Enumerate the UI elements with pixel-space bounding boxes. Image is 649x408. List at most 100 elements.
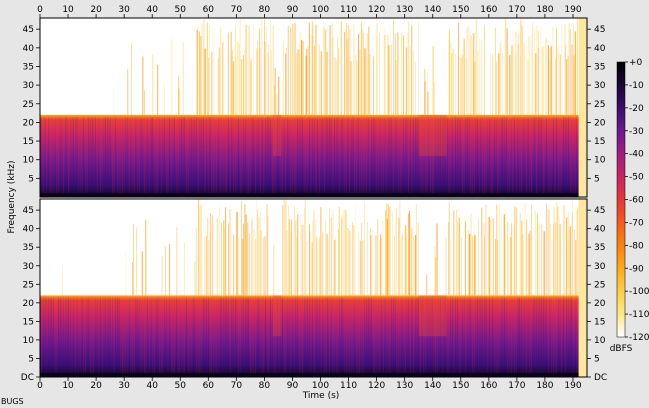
y-tick-label-left: 40: [23, 225, 35, 235]
x-tick-label-bottom: 60: [203, 381, 215, 391]
x-tick-label-bottom: 190: [564, 381, 581, 391]
y-tick-label-right: 45: [594, 206, 605, 216]
colorbar-tick-label: -80: [629, 241, 644, 251]
y-tick-label-right: 10: [594, 336, 606, 346]
x-axis-bottom: 0 10 20 30 40 50 60 70 80 90 100 110 120 130 140 150 160…: [37, 377, 582, 391]
x-tick-label-top: 70: [231, 5, 243, 15]
x-tick-label-bottom: 100: [312, 381, 329, 391]
y-tick-label-right: DC: [594, 373, 607, 383]
y-tick-label-right: 45: [594, 25, 605, 35]
y-axis-title: Frequency (kHz): [7, 160, 17, 233]
y-tick-label-right: 15: [594, 137, 605, 147]
y-tick-label-left: 5: [28, 354, 34, 364]
y-tick-label-left: 35: [23, 243, 34, 253]
x-tick-label-bottom: 80: [259, 381, 271, 391]
y-tick-label-right: 40: [594, 225, 606, 235]
y-tick-label-left: 15: [23, 137, 34, 147]
x-tick-label-bottom: 140: [424, 381, 441, 391]
x-tick-label-top: 130: [396, 5, 413, 15]
x-tick-label-top: 120: [368, 5, 385, 15]
x-tick-label-bottom: 40: [146, 381, 158, 391]
colorbar-tick-label: -50: [629, 173, 644, 183]
x-tick-label-top: 90: [287, 5, 299, 15]
footer-label: BUGS: [1, 397, 24, 406]
y-tick-label-left: 25: [23, 280, 34, 290]
x-tick-label-bottom: 20: [90, 381, 102, 391]
x-tick-label-top: 30: [118, 5, 130, 15]
x-tick-label-top: 100: [312, 5, 329, 15]
x-axis-title: Time (s): [302, 391, 340, 401]
x-tick-label-bottom: 0: [37, 381, 43, 391]
x-tick-label-bottom: 30: [118, 381, 130, 391]
x-tick-label-bottom: 160: [480, 381, 497, 391]
x-tick-label-bottom: 180: [536, 381, 553, 391]
y-tick-label-right: 35: [594, 62, 605, 72]
y-tick-label-right: 5: [594, 354, 600, 364]
y-tick-label-left: 45: [23, 206, 34, 216]
x-tick-label-top: 10: [62, 5, 74, 15]
colorbar-ticks: +0 -10 -20 -30 -40 -50 -60 -70 -80 -90 -100 -110 -12…: [625, 58, 649, 343]
y-tick-label-right: 25: [594, 280, 605, 290]
x-axis-top: 0 10 20 30 40 50 60 70 80 90 100 110 120 130 140 150 160…: [37, 5, 582, 18]
x-tick-label-bottom: 130: [396, 381, 413, 391]
x-tick-label-top: 40: [146, 5, 158, 15]
y-tick-label-left: 10: [23, 336, 35, 346]
y-tick-label-right: 30: [594, 81, 606, 91]
y-tick-label-left: 30: [23, 262, 35, 272]
x-tick-label-bottom: 50: [175, 381, 187, 391]
x-tick-label-bottom: 70: [231, 381, 243, 391]
x-tick-label-bottom: 10: [62, 381, 74, 391]
x-tick-label-bottom: 110: [340, 381, 357, 391]
y-tick-label-left: 25: [23, 100, 34, 110]
y-tick-label-left: 20: [23, 118, 35, 128]
y-tick-label-left: 5: [28, 174, 34, 184]
colorbar-tick-label: -110: [629, 310, 649, 320]
x-tick-label-top: 180: [536, 5, 553, 15]
y-tick-label-left: 10: [23, 156, 35, 166]
y-tick-label-right: 40: [594, 44, 606, 54]
x-tick-label-bottom: 120: [368, 381, 385, 391]
x-tick-label-top: 170: [508, 5, 525, 15]
colorbar-tick-label: -30: [629, 127, 644, 137]
plot-frame-top: [39, 17, 588, 198]
y-tick-label-left: 30: [23, 81, 35, 91]
y-tick-label-left: 35: [23, 62, 34, 72]
x-tick-label-top: 110: [340, 5, 357, 15]
colorbar-tick-label: -10: [629, 81, 644, 91]
x-tick-label-bottom: 170: [508, 381, 525, 391]
colorbar-tick-label: -70: [629, 218, 644, 228]
x-tick-label-top: 50: [175, 5, 187, 15]
y-tick-label-left: 20: [23, 299, 35, 309]
y-tick-label-left: DC: [21, 373, 34, 383]
colorbar-tick-label: -90: [629, 264, 644, 274]
x-tick-label-top: 160: [480, 5, 497, 15]
y-tick-label-right: 15: [594, 317, 605, 327]
y-tick-label-left: 40: [23, 44, 35, 54]
x-tick-label-top: 0: [37, 5, 43, 15]
x-tick-label-top: 60: [203, 5, 215, 15]
colorbar-tick-label: -60: [629, 196, 644, 206]
x-tick-label-top: 20: [90, 5, 102, 15]
y-tick-label-right: 20: [594, 118, 606, 128]
y-tick-label-left: 15: [23, 317, 34, 327]
spectrogram-channel-2: [40, 199, 587, 377]
spectrogram-channel-1: [40, 18, 587, 197]
plot-frame-bottom: [39, 198, 588, 378]
x-tick-label-bottom: 150: [452, 381, 469, 391]
x-tick-label-top: 140: [424, 5, 441, 15]
x-tick-label-top: 150: [452, 5, 469, 15]
colorbar-tick-label: +0: [629, 58, 643, 68]
colorbar-label: dBFS: [610, 344, 633, 354]
y-axis-ticks: 5 5 10 10 15 15 20 20 25 25 30 30 35 35 40 40 45 45 DC DC 5 5…: [21, 25, 607, 383]
x-tick-label-top: 190: [564, 5, 581, 15]
colorbar-tick-label: -40: [629, 150, 644, 160]
y-tick-label-right: 20: [594, 299, 606, 309]
y-tick-label-right: 35: [594, 243, 605, 253]
colorbar-tick-label: -120: [629, 333, 649, 343]
x-tick-label-bottom: 90: [287, 381, 299, 391]
x-tick-label-top: 80: [259, 5, 271, 15]
y-tick-label-right: 5: [594, 174, 600, 184]
y-tick-label-left: 45: [23, 25, 34, 35]
y-tick-label-right: 30: [594, 262, 606, 272]
